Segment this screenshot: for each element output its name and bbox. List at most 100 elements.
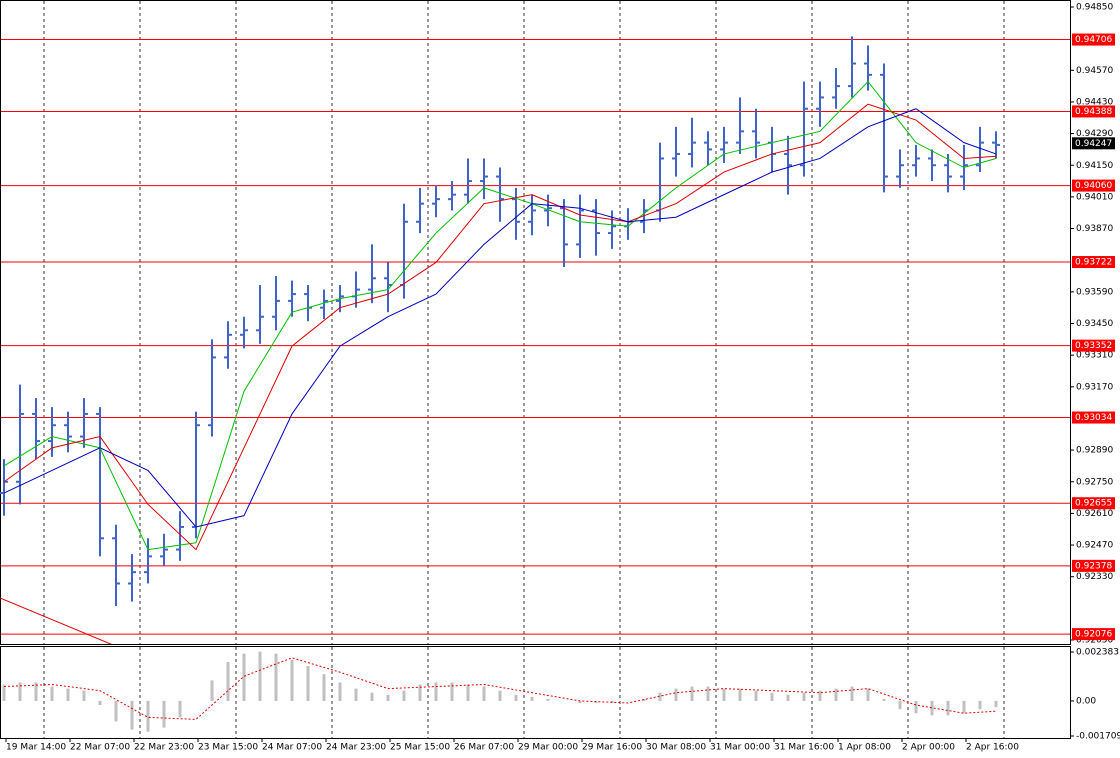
- macd-bar: [738, 688, 742, 701]
- macd-bar: [98, 700, 102, 706]
- macd-bar: [498, 690, 502, 701]
- macd-bar: [386, 694, 390, 701]
- macd-bar: [82, 690, 86, 701]
- macd-bar: [2, 684, 6, 701]
- level-label: 0.93034: [1075, 413, 1112, 423]
- y-tick-label: 0.92750: [1076, 477, 1113, 487]
- macd-bar: [994, 700, 998, 708]
- y-tick-label: 0.94010: [1076, 192, 1113, 202]
- macd-tick-label: -0.001709: [1076, 732, 1120, 742]
- level-label: 0.92378: [1075, 561, 1112, 571]
- macd-bar: [722, 688, 726, 701]
- y-tick-label: 0.93450: [1076, 319, 1113, 329]
- macd-bar: [242, 653, 246, 701]
- macd-bar: [914, 700, 918, 714]
- macd-bar: [146, 700, 150, 732]
- macd-bar: [434, 682, 438, 701]
- main-panel: [0, 0, 1071, 645]
- macd-bar: [226, 661, 230, 701]
- macd-bar: [834, 688, 838, 701]
- x-tick-label: 19 Mar 14:00: [6, 743, 66, 753]
- y-tick-label: 0.93310: [1076, 351, 1113, 361]
- macd-bar: [642, 698, 646, 701]
- macd-bar: [466, 684, 470, 701]
- macd-bar: [482, 686, 486, 701]
- macd-bar: [114, 700, 118, 722]
- macd-bar: [290, 659, 294, 701]
- macd-bar: [690, 686, 694, 701]
- macd-bar: [274, 653, 278, 701]
- y-tick-label: 0.92890: [1076, 446, 1113, 456]
- macd-bar: [530, 696, 534, 701]
- x-tick-label: 1 Apr 08:00: [838, 743, 891, 753]
- macd-bar: [786, 694, 790, 701]
- macd-bar: [930, 700, 934, 716]
- macd-bar: [418, 684, 422, 701]
- level-label-box: [1072, 105, 1115, 118]
- y-tick-label: 0.94290: [1076, 129, 1113, 139]
- trend-line: [0, 597, 112, 644]
- moving-average: [3, 103, 997, 551]
- x-tick-label: 24 Mar 23:00: [326, 743, 386, 753]
- x-tick-label: 31 Mar 16:00: [774, 743, 834, 753]
- moving-average: [3, 108, 997, 528]
- macd-bar: [354, 688, 358, 701]
- macd-bar: [450, 682, 454, 701]
- x-tick-label: 29 Mar 00:00: [518, 743, 578, 753]
- macd-signal: [3, 657, 997, 720]
- macd-bar: [818, 690, 822, 701]
- level-label: 0.94060: [1075, 181, 1112, 191]
- macd-bar: [770, 692, 774, 701]
- level-label-box: [1072, 256, 1115, 269]
- macd-tick-label: 0.002383: [1076, 648, 1119, 658]
- level-label-box: [1072, 339, 1115, 352]
- macd-bar: [18, 682, 22, 701]
- y-tick-label: 0.92330: [1076, 572, 1113, 582]
- macd-bar: [946, 700, 950, 716]
- macd-panel: [0, 646, 1071, 739]
- price-label-box: [1072, 137, 1115, 150]
- macd-bar: [850, 686, 854, 701]
- level-label: 0.93352: [1075, 341, 1112, 351]
- level-label: 0.94388: [1075, 107, 1112, 117]
- y-tick-label: 0.94150: [1076, 161, 1113, 171]
- moving-average: [3, 80, 997, 551]
- price-label: 0.94247: [1075, 139, 1112, 149]
- macd-bar: [306, 666, 310, 701]
- y-tick-label: 0.93590: [1076, 287, 1113, 297]
- macd-bar: [50, 686, 54, 701]
- y-tick-label: 0.94850: [1076, 3, 1113, 13]
- y-tick-label: 0.93170: [1076, 382, 1113, 392]
- macd-bar: [34, 682, 38, 701]
- macd-bar: [546, 698, 550, 701]
- level-label-box: [1072, 411, 1115, 424]
- level-label-box: [1072, 559, 1115, 572]
- x-tick-label: 26 Mar 07:00: [454, 743, 514, 753]
- level-label: 0.92655: [1075, 499, 1112, 509]
- macd-bar: [866, 688, 870, 701]
- level-label: 0.93722: [1075, 258, 1112, 268]
- y-tick-label: 0.92610: [1076, 509, 1113, 519]
- macd-bar: [802, 692, 806, 701]
- macd-bar: [402, 690, 406, 701]
- x-tick-label: 22 Mar 07:00: [70, 743, 130, 753]
- macd-bar: [674, 688, 678, 701]
- level-label: 0.92076: [1075, 630, 1112, 640]
- macd-bar: [178, 700, 182, 718]
- level-label-box: [1072, 628, 1115, 641]
- macd-bar: [322, 674, 326, 701]
- y-tick-label: 0.92470: [1076, 541, 1113, 551]
- macd-bar: [258, 651, 262, 701]
- macd-bar: [66, 688, 70, 701]
- level-label: 0.94706: [1075, 35, 1112, 45]
- macd-bar: [754, 690, 758, 701]
- level-label-box: [1072, 497, 1115, 510]
- macd-bar: [658, 692, 662, 701]
- macd-bar: [962, 700, 966, 714]
- macd-bar: [370, 692, 374, 701]
- x-tick-label: 2 Apr 00:00: [902, 743, 955, 753]
- y-tick-label: 0.94570: [1076, 66, 1113, 76]
- y-tick-label: 0.93870: [1076, 224, 1113, 234]
